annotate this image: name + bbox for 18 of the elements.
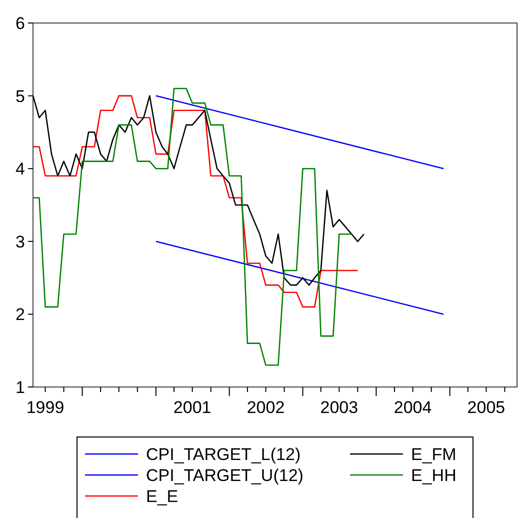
legend-label: CPI_TARGET_L(12)	[146, 444, 301, 464]
x-tick-label: 2002	[246, 398, 285, 417]
x-tick-label: 2004	[394, 398, 432, 417]
y-tick-label: 3	[16, 232, 25, 252]
legend-label: E_HH	[411, 466, 456, 485]
x-tick-label: 1999	[26, 398, 64, 417]
y-tick-label: 1	[16, 378, 25, 397]
legend-label: E_E	[146, 486, 178, 506]
legend-label: E_FM	[411, 444, 456, 464]
line-series	[32, 88, 352, 366]
x-tick-label: 2003	[320, 398, 358, 417]
x-tick-label: 2001	[173, 398, 212, 417]
y-tick-label: 6	[16, 14, 25, 33]
legend-label: CPI_TARGET_U(12)	[146, 466, 304, 485]
y-tick-label: 2	[16, 305, 25, 324]
y-tick-label: 5	[16, 86, 25, 106]
y-tick-label: 4	[16, 160, 25, 179]
x-tick-label: 2005	[467, 398, 506, 417]
